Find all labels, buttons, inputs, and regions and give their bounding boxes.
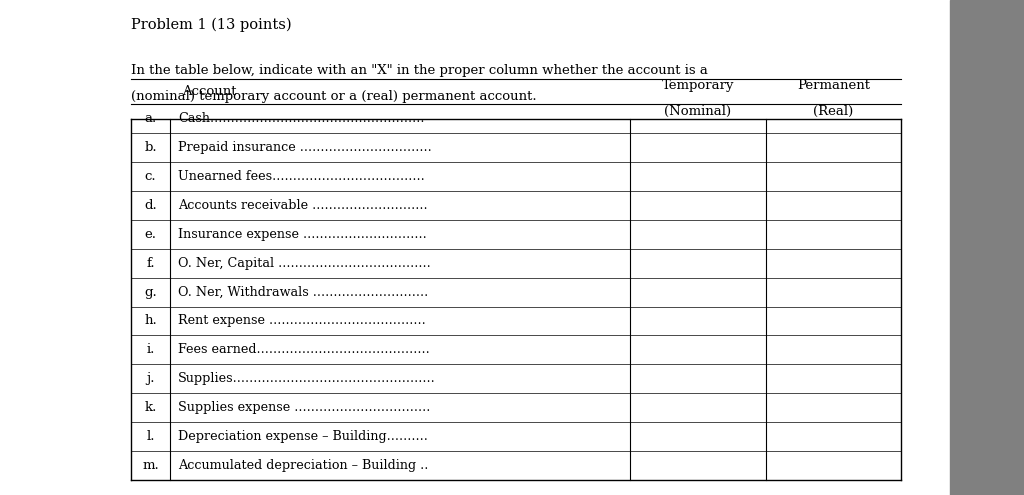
Text: (Nominal): (Nominal) [665, 105, 731, 118]
Text: l.: l. [146, 430, 155, 443]
Text: Insurance expense ..............................: Insurance expense ......................… [178, 228, 427, 241]
Text: Rent expense ......................................: Rent expense ...........................… [178, 314, 426, 328]
Text: e.: e. [144, 228, 157, 241]
Text: g.: g. [144, 286, 157, 298]
Text: j.: j. [146, 372, 155, 386]
Text: i.: i. [146, 344, 155, 356]
Text: h.: h. [144, 314, 157, 328]
Text: (Real): (Real) [813, 105, 854, 118]
Text: Fees earned..........................................: Fees earned.............................… [178, 344, 430, 356]
Text: c.: c. [144, 170, 157, 183]
Text: Temporary: Temporary [662, 79, 734, 92]
Text: Problem 1 (13 points): Problem 1 (13 points) [131, 17, 292, 32]
Text: f.: f. [146, 256, 155, 270]
Text: Cash....................................................: Cash....................................… [178, 112, 425, 125]
Text: In the table below, indicate with an "X" in the proper column whether the accoun: In the table below, indicate with an "X"… [131, 64, 708, 77]
Text: a.: a. [144, 112, 157, 125]
Bar [950, 0, 1024, 495]
Text: Prepaid insurance ................................: Prepaid insurance ......................… [178, 141, 432, 154]
Text: Account: Account [182, 85, 237, 98]
Text: Supplies expense .................................: Supplies expense .......................… [178, 401, 430, 414]
Text: m.: m. [142, 459, 159, 472]
Text: O. Ner, Capital .....................................: O. Ner, Capital ........................… [178, 256, 431, 270]
Text: Unearned fees.....................................: Unearned fees...........................… [178, 170, 425, 183]
Text: Supplies.................................................: Supplies................................… [178, 372, 436, 386]
Text: b.: b. [144, 141, 157, 154]
Text: O. Ner, Withdrawals ............................: O. Ner, Withdrawals ....................… [178, 286, 428, 298]
Text: k.: k. [144, 401, 157, 414]
Text: Accounts receivable ............................: Accounts receivable ....................… [178, 198, 428, 212]
Text: Permanent: Permanent [797, 79, 870, 92]
Text: (nominal) temporary account or a (real) permanent account.: (nominal) temporary account or a (real) … [131, 90, 537, 103]
Text: d.: d. [144, 198, 157, 212]
Text: Accumulated depreciation – Building ..: Accumulated depreciation – Building .. [178, 459, 429, 472]
Text: Depreciation expense – Building..........: Depreciation expense – Building.........… [178, 430, 428, 443]
